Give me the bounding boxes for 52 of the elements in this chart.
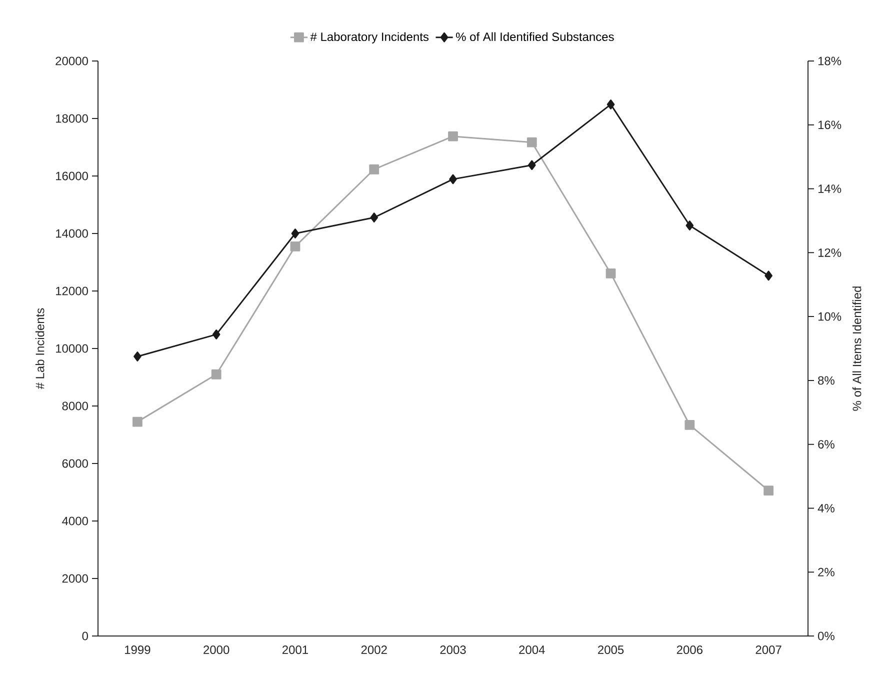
point (448, 131, 458, 142)
point (606, 268, 616, 278)
y2-axis-title: % of All Items Identified (852, 286, 862, 411)
point (370, 212, 378, 222)
y2-tick-label: 8% (818, 376, 834, 385)
y2-tick-label: 6% (818, 440, 834, 449)
y-tick-label: 0 (82, 632, 88, 640)
y2-tick-label: 16% (818, 120, 842, 130)
y2-tick-label: 2% (818, 568, 834, 576)
legend-label: # Laboratory Incidents (310, 32, 429, 44)
y2-tick-label: 4% (818, 504, 834, 512)
y2-tick-label: 12% (818, 248, 842, 257)
x-tick-label: 2000 (204, 646, 230, 654)
point (132, 416, 142, 427)
x-tick-label: 2002 (361, 646, 387, 654)
point (449, 174, 457, 184)
x-tick-label: 2001 (282, 646, 308, 654)
x-tick-label: 2003 (440, 646, 466, 654)
point (212, 329, 220, 340)
point (686, 220, 694, 230)
x-tick-label: 1999 (125, 646, 150, 654)
y-tick-label: 10000 (56, 344, 88, 353)
y2-tick-label: 0% (818, 632, 834, 640)
y-tick-label: 12000 (56, 286, 88, 296)
point (528, 160, 536, 170)
y-tick-label: 2000 (62, 574, 88, 583)
point (764, 486, 774, 496)
y-tick-label: 18000 (56, 114, 88, 123)
x-tick-label: 2006 (676, 646, 702, 654)
y-tick-label: 4000 (62, 516, 88, 526)
y-tick-label: 6000 (62, 459, 88, 468)
y-tick-label: 16000 (56, 172, 88, 180)
x-tick-label: 2007 (756, 646, 782, 654)
legend-label: % of All Identified Substances (456, 32, 614, 42)
y2-tick-label: 10% (818, 312, 842, 321)
point (369, 164, 380, 174)
point (526, 137, 537, 148)
point (764, 270, 772, 281)
point (211, 369, 222, 380)
x-tick-label: 2005 (598, 646, 624, 654)
point (134, 352, 142, 362)
y-axis-title: # Lab Incidents (35, 308, 44, 390)
point (606, 99, 615, 110)
y2-tick-label: 18% (818, 56, 842, 66)
point (290, 241, 300, 252)
y-tick-label: 8000 (62, 402, 88, 410)
y-tick-label: 20000 (56, 56, 88, 66)
x-tick-label: 2004 (519, 646, 545, 654)
point (291, 228, 300, 238)
point (684, 420, 695, 430)
y-tick-label: 14000 (56, 229, 88, 238)
y2-tick-label: 14% (818, 184, 842, 193)
